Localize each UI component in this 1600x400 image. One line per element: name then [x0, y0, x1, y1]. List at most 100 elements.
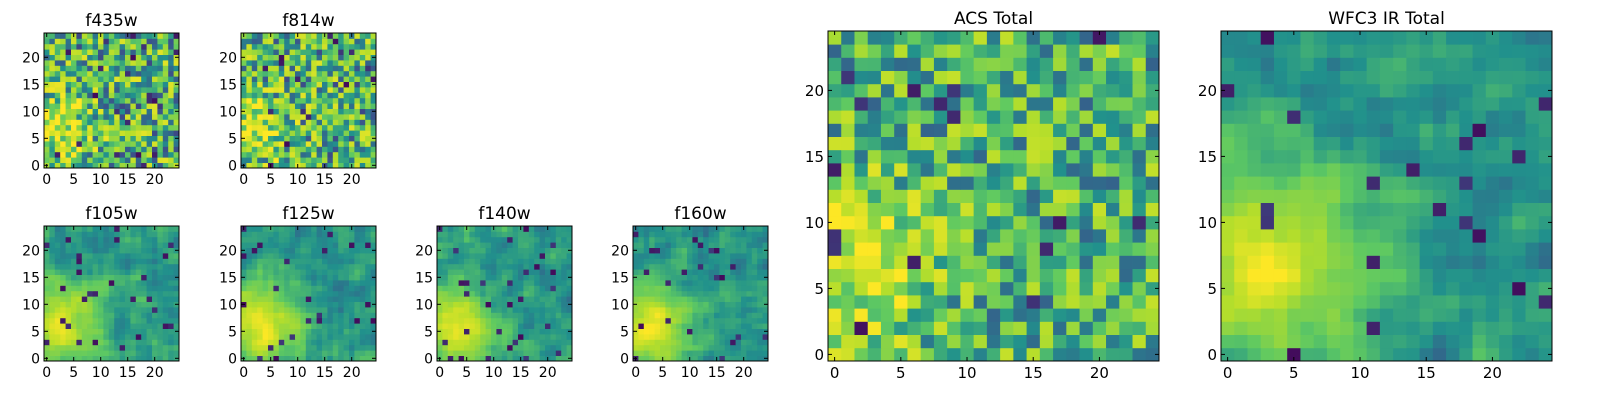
heatmap-cell — [687, 323, 693, 329]
heatmap-cell — [654, 290, 661, 297]
heatmap-cell — [676, 339, 682, 346]
heatmap-cell — [251, 339, 258, 346]
heatmap-cell — [316, 226, 323, 232]
heatmap-cell — [496, 253, 503, 259]
heatmap-cell — [289, 344, 296, 351]
panel-title: f140w — [478, 204, 531, 224]
heatmap-cell — [98, 97, 104, 104]
heatmap-cell — [633, 350, 639, 356]
heatmap-cell — [119, 344, 126, 351]
heatmap-cell — [751, 231, 758, 238]
heatmap-cell — [76, 350, 83, 356]
heatmap-cell — [665, 355, 672, 362]
heatmap-cell — [724, 280, 731, 286]
heatmap-cell — [130, 226, 137, 232]
heatmap-cell — [464, 280, 470, 286]
heatmap-cell — [528, 247, 535, 254]
heatmap-cell — [162, 285, 169, 292]
heatmap-cell — [241, 280, 247, 286]
heatmap-cell — [65, 130, 72, 136]
heatmap-cell — [643, 339, 650, 346]
heatmap-cell — [152, 97, 158, 104]
heatmap-cell — [316, 65, 323, 72]
heatmap-cell — [365, 263, 371, 270]
heatmap-cell — [920, 347, 935, 362]
heatmap-cell — [338, 323, 344, 329]
heatmap-cell — [735, 263, 742, 270]
y-tick-label: 15 — [22, 270, 40, 286]
heatmap-cell — [496, 236, 503, 243]
heatmap-cell — [841, 163, 855, 177]
heatmap-cell — [241, 339, 247, 346]
heatmap-cell — [114, 339, 120, 346]
heatmap-cell — [751, 350, 758, 356]
heatmap-cell — [741, 236, 747, 243]
heatmap-cell — [1273, 295, 1288, 309]
heatmap-cell — [332, 355, 339, 362]
heatmap-cell — [566, 280, 573, 286]
heatmap-cell — [1472, 255, 1487, 269]
heatmap-cell — [316, 162, 323, 169]
heatmap-cell — [152, 339, 158, 346]
heatmap-cell — [343, 339, 350, 346]
heatmap-cell — [960, 110, 975, 124]
heatmap-cell — [370, 280, 377, 286]
heatmap-cell — [719, 290, 726, 297]
heatmap-cell — [920, 123, 935, 137]
heatmap-cell — [687, 296, 693, 302]
heatmap-cell — [311, 157, 317, 163]
heatmap-cell — [257, 33, 263, 39]
x-tick-label: 15 — [1024, 364, 1043, 382]
heatmap-cell — [332, 290, 339, 297]
heatmap-cell — [168, 70, 174, 77]
heatmap-cell — [241, 269, 247, 275]
heatmap-cell — [708, 307, 715, 313]
heatmap-cell — [135, 87, 142, 93]
heatmap-cell — [54, 108, 61, 115]
heatmap-cell — [168, 317, 174, 324]
heatmap-cell — [114, 114, 120, 120]
heatmap-cell — [44, 317, 50, 324]
heatmap-cell — [257, 317, 263, 324]
heatmap-cell — [550, 231, 557, 238]
heatmap-cell — [114, 247, 120, 254]
heatmap-cell — [316, 103, 323, 109]
heatmap-cell — [135, 157, 142, 163]
heatmap-cell — [343, 253, 350, 259]
heatmap-cell — [81, 344, 88, 351]
heatmap-cell — [114, 312, 120, 319]
heatmap-cell — [719, 226, 726, 232]
heatmap-cell — [920, 268, 935, 283]
heatmap-cell — [125, 60, 131, 66]
heatmap-cell — [268, 328, 274, 335]
heatmap-cell — [343, 301, 350, 308]
heatmap-cell — [442, 323, 449, 329]
heatmap-cell — [365, 76, 371, 82]
heatmap-cell — [349, 258, 355, 265]
heatmap-cell — [1145, 347, 1160, 362]
heatmap-cell — [60, 247, 66, 254]
heatmap-cell — [251, 151, 258, 158]
heatmap-cell — [894, 44, 908, 58]
heatmap-cell — [108, 97, 115, 104]
heatmap-cell — [670, 328, 677, 335]
heatmap-cell — [1092, 308, 1107, 322]
heatmap-cell — [491, 312, 497, 319]
heatmap-cell — [162, 49, 169, 55]
heatmap-cell — [365, 146, 371, 153]
heatmap-cell — [332, 231, 339, 238]
heatmap-cell — [289, 146, 296, 153]
heatmap-cell — [757, 253, 763, 259]
heatmap-cell — [157, 87, 164, 93]
heatmap-cell — [316, 296, 323, 302]
heatmap-cell — [1525, 295, 1540, 309]
heatmap-cell — [76, 334, 83, 340]
heatmap-cell — [638, 307, 645, 313]
heatmap-cell — [1326, 229, 1341, 243]
heatmap-cell — [98, 350, 104, 356]
heatmap-cell — [491, 307, 497, 313]
heatmap-cell — [960, 189, 975, 203]
heatmap-cell — [278, 38, 285, 45]
heatmap-cell — [730, 307, 736, 313]
